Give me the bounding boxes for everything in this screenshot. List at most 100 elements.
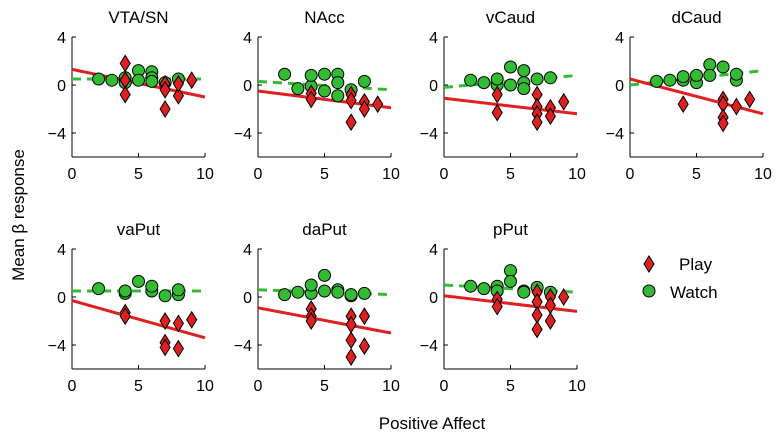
watch-point [145,74,159,88]
watch-point [517,82,531,96]
y-tick-label: 4 [429,30,438,47]
play-point [730,97,742,116]
x-tick-label: 5 [320,166,329,183]
play-point [159,80,171,99]
watch-point [703,58,717,72]
x-tick-label: 0 [626,166,635,183]
play-point [345,113,357,132]
y-tick-label: 0 [243,78,252,95]
y-tick-label: 4 [243,30,252,47]
play-point [172,314,184,333]
legend: Play Watch [642,255,718,302]
watch-point [729,67,743,81]
play-point [119,54,131,73]
watch-point [278,288,292,302]
watch-point [357,74,371,88]
y-tick-label: −4 [606,126,624,143]
legend-watch-circle [642,284,656,298]
y-tick-label: 0 [57,290,66,307]
watch-point [504,264,517,278]
legend-watch-marker [642,284,656,298]
panel-daput: daPut 4 0 −4 0 5 10 [234,220,400,395]
y-tick-label: 4 [57,30,66,47]
play-point [119,85,131,104]
y-tick-label: 4 [243,242,252,259]
play-point [172,74,184,93]
panel-vta-sn: VTA/SN 4 0 −4 0 5 10 [48,8,214,183]
x-tick-label: 10 [382,166,400,183]
x-tick-label: 0 [254,378,263,395]
play-point [531,113,543,132]
panel-title: VTA/SN [108,8,168,27]
watch-point [92,72,106,86]
x-tick-label: 5 [320,378,329,395]
y-tick-label: −4 [234,338,252,355]
play-point [345,91,357,110]
x-tick-label: 5 [134,166,143,183]
panel-pput: pPut 4 0 −4 0 5 10 [420,220,586,395]
watch-point [490,72,504,86]
watch-point [331,76,345,90]
watch-point [331,285,345,299]
y-axis-label: Mean β response [9,149,28,281]
watch-point [344,288,358,302]
play-point [172,339,184,358]
watch-point [304,278,318,292]
y-tick-label: 4 [57,242,66,259]
watch-point [278,67,292,81]
watch-point [477,282,491,296]
play-point [544,107,556,126]
x-tick-label: 5 [692,166,701,183]
x-tick-label: 10 [382,378,400,395]
watch-point [543,71,557,85]
play-point [345,348,357,366]
watch-point [105,73,119,87]
watch-point [357,286,371,300]
panel-title: daPut [302,220,347,239]
play-fit-line [257,89,392,110]
play-point [172,86,184,105]
play-fit-line [71,299,206,340]
x-tick-label: 5 [506,378,515,395]
play-point [491,103,503,122]
play-point [186,310,198,329]
watch-point [517,285,531,299]
play-point [558,92,570,111]
watch-point [291,285,305,299]
play-point [119,307,131,326]
panel-title: NAcc [304,8,345,27]
x-tick-label: 10 [196,166,214,183]
watch-point [171,283,185,297]
watch-point [331,89,345,103]
play-fit-line [257,306,392,335]
watch-point [318,268,331,282]
x-tick-label: 0 [254,166,263,183]
watch-point [145,279,159,293]
watch-point [291,82,305,96]
watch-point [92,282,106,296]
panel-title: dCaud [671,8,721,27]
panel-vcaud: vCaud 4 0 −4 0 5 10 [420,8,586,183]
watch-point [132,274,145,288]
watch-point [318,84,331,98]
play-point [491,85,503,104]
play-point [544,312,556,330]
y-tick-label: 4 [429,242,438,259]
y-tick-label: −4 [48,338,66,355]
play-point [159,338,171,357]
watch-point [663,73,677,87]
x-tick-label: 10 [568,166,586,183]
legend-play-label: Play [679,255,713,274]
watch-point [132,73,145,87]
y-tick-label: −4 [420,338,438,355]
x-tick-label: 0 [68,166,77,183]
legend-play-marker [643,255,655,273]
y-tick-label: −4 [234,126,252,143]
play-point [358,100,370,118]
panel-title: pPut [493,220,528,239]
play-point [358,337,370,356]
y-tick-label: 0 [429,78,438,95]
y-tick-label: 0 [615,78,624,95]
